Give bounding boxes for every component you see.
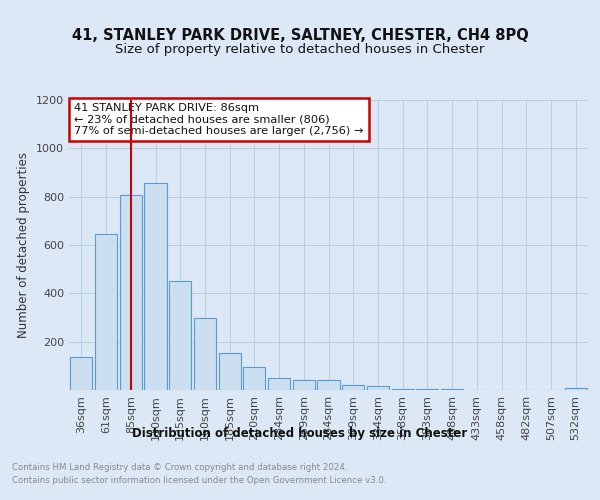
Text: Contains public sector information licensed under the Open Government Licence v3: Contains public sector information licen… [12,476,386,485]
Bar [317,380,340,390]
Bar [169,281,191,390]
Bar [70,358,92,390]
Text: Distribution of detached houses by size in Chester: Distribution of detached houses by size … [133,428,467,440]
Bar [95,234,117,390]
Text: 41, STANLEY PARK DRIVE, SALTNEY, CHESTER, CH4 8PQ: 41, STANLEY PARK DRIVE, SALTNEY, CHESTER… [71,28,529,42]
Bar [119,195,142,390]
Bar [367,386,389,390]
Bar [194,318,216,390]
Y-axis label: Number of detached properties: Number of detached properties [17,152,31,338]
Text: Contains HM Land Registry data © Crown copyright and database right 2024.: Contains HM Land Registry data © Crown c… [12,462,347,471]
Bar [565,388,587,390]
Bar [145,184,167,390]
Text: Size of property relative to detached houses in Chester: Size of property relative to detached ho… [115,42,485,56]
Bar [218,352,241,390]
Bar [268,378,290,390]
Bar [243,367,265,390]
Bar [293,380,315,390]
Text: 41 STANLEY PARK DRIVE: 86sqm
← 23% of detached houses are smaller (806)
77% of s: 41 STANLEY PARK DRIVE: 86sqm ← 23% of de… [74,103,364,136]
Bar [392,389,414,390]
Bar [342,385,364,390]
